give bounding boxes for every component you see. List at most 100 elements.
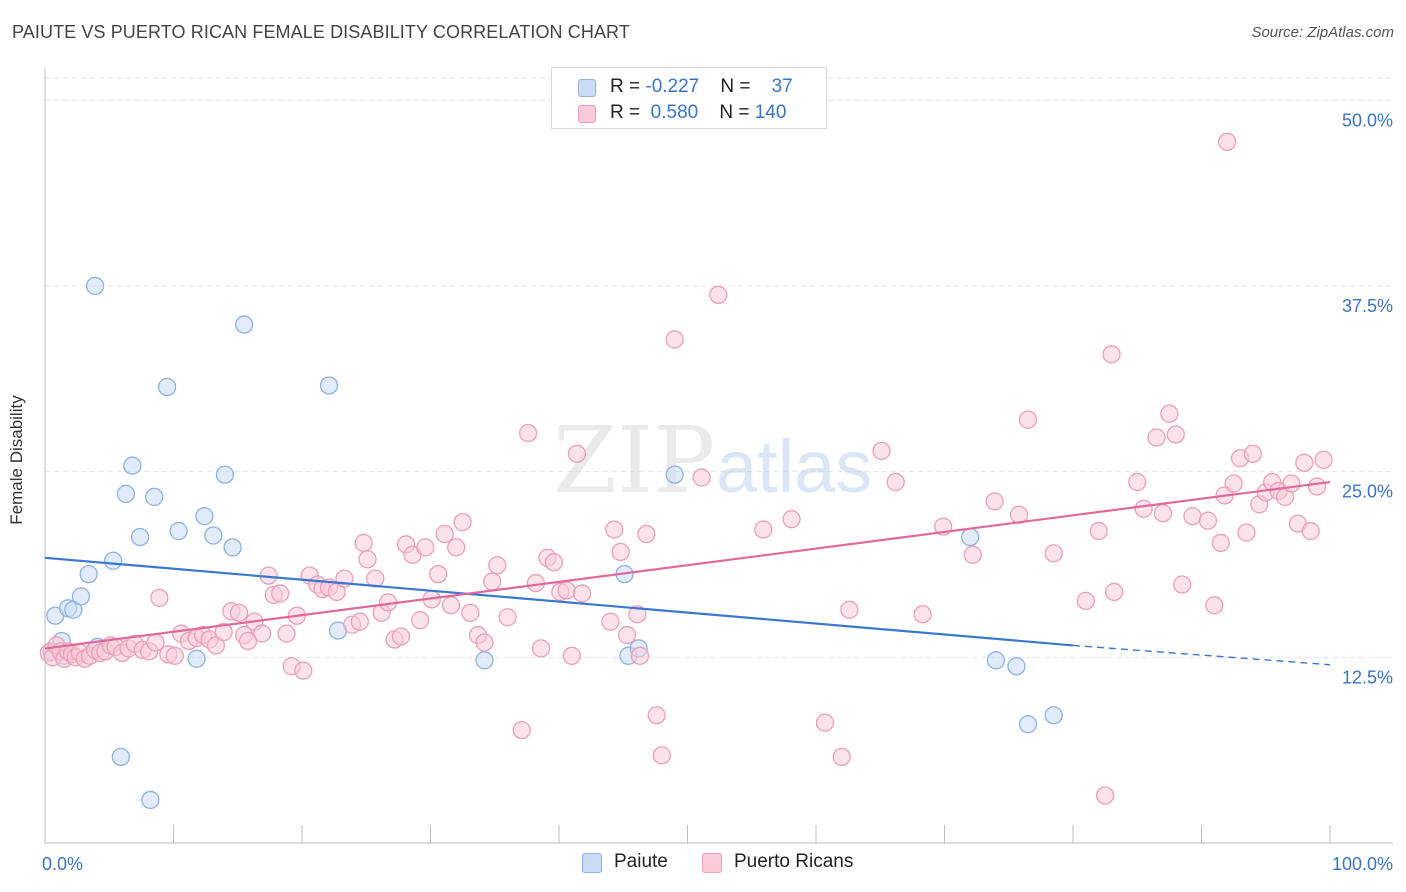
puerto-rican-point — [229, 603, 249, 622]
y-tick-label: 50.0% — [1342, 110, 1393, 130]
puerto-rican-point — [238, 631, 258, 651]
paiute-point — [169, 521, 188, 541]
paiute-points — [42, 276, 1063, 810]
puerto-rican-point — [637, 524, 656, 544]
puerto-rican-point — [1104, 582, 1124, 602]
puerto-rican-point — [886, 472, 905, 492]
paiute-point — [665, 465, 684, 484]
legend-swatch-paiute — [582, 853, 602, 873]
puerto-rican-point — [832, 747, 851, 766]
paiute-point — [1007, 657, 1026, 676]
puerto-rican-point — [354, 533, 373, 553]
y-tick-label: 25.0% — [1342, 482, 1393, 502]
puerto-rican-point — [1044, 544, 1063, 563]
paiute-trend-line — [44, 556, 1074, 647]
paiute-point — [1044, 706, 1063, 725]
puerto-rican-point — [1173, 575, 1192, 594]
puerto-rican-point — [214, 622, 233, 642]
puerto-rican-point — [985, 492, 1004, 511]
puerto-rican-point — [562, 646, 581, 665]
chart-title: PAIUTE VS PUERTO RICAN FEMALE DISABILITY… — [12, 22, 630, 42]
puerto-rican-point — [366, 569, 385, 588]
puerto-rican-point — [350, 612, 369, 631]
puerto-rican-point — [572, 584, 592, 603]
puerto-rican-point — [1102, 345, 1121, 364]
puerto-rican-point — [488, 556, 507, 575]
puerto-rican-point — [150, 588, 169, 608]
puerto-rican-point — [1205, 596, 1224, 615]
puerto-rican-point — [1218, 132, 1237, 152]
y-tick-label: 37.5% — [1342, 296, 1393, 316]
puerto-rican-point — [557, 581, 576, 600]
puerto-rican-point — [441, 596, 461, 615]
paiute-point — [319, 376, 339, 395]
grid-lines — [45, 77, 1393, 658]
x-tick-label: 100.0% — [1332, 854, 1393, 874]
puerto-rican-point — [1295, 453, 1314, 472]
puerto-rican-point — [512, 720, 531, 740]
puerto-rican-point — [1089, 521, 1108, 541]
paiute-point — [141, 790, 160, 810]
puerto-rican-point — [475, 633, 494, 652]
paiute-point — [1018, 715, 1038, 734]
puerto-rican-point — [277, 624, 296, 643]
puerto-rican-point — [567, 444, 587, 463]
puerto-rican-point — [358, 550, 377, 569]
legend-n-value: 140 — [754, 102, 787, 123]
puerto-rican-point — [1018, 410, 1038, 429]
puerto-rican-point — [754, 520, 773, 539]
legend-r-label: R = — [610, 102, 646, 123]
puerto-rican-point — [1183, 507, 1202, 526]
puerto-rican-point — [544, 553, 564, 572]
puerto-rican-point — [630, 646, 650, 665]
puerto-rican-point — [1166, 425, 1185, 444]
puerto-rican-point — [628, 605, 647, 624]
legend-n-label: N = — [720, 76, 756, 97]
puerto-rican-points — [39, 132, 1333, 805]
paiute-point — [71, 587, 91, 606]
puerto-rican-point — [165, 646, 184, 665]
puerto-rican-point — [1243, 444, 1263, 463]
puerto-rican-point — [692, 468, 711, 487]
puerto-rican-point — [531, 639, 551, 658]
puerto-rican-point — [435, 524, 454, 544]
legend-swatch-puerto-ricans — [578, 105, 596, 123]
puerto-rican-point — [1198, 511, 1218, 530]
correlation-legend: R = -0.227 N = 37 R = 0.580 N = 140 — [551, 67, 827, 129]
legend-r-value: 0.580 — [650, 102, 699, 123]
puerto-rican-point — [447, 538, 466, 557]
y-tick-label: 12.5% — [1342, 667, 1393, 687]
puerto-rican-point — [1076, 591, 1095, 611]
legend-label-paiute: Paiute — [614, 851, 668, 872]
tick-labels: 12.5% 25.0% 37.5% 50.0% 0.0% 100.0% — [42, 110, 1393, 874]
puerto-rican-point — [652, 746, 671, 765]
x-tick-label: 0.0% — [42, 854, 83, 874]
paiute-point — [103, 551, 123, 570]
puerto-rican-point — [1160, 404, 1179, 423]
paiute-point — [204, 526, 223, 545]
puerto-rican-point — [461, 603, 480, 622]
paiute-point — [475, 651, 494, 670]
puerto-rican-point — [913, 605, 932, 624]
puerto-rican-point — [1282, 474, 1301, 493]
puerto-rican-point — [498, 608, 517, 627]
puerto-rican-point — [815, 713, 835, 732]
puerto-rican-point — [782, 510, 801, 529]
trend-lines — [44, 480, 1331, 666]
paiute-point — [195, 507, 214, 526]
puerto-rican-point — [1301, 521, 1320, 541]
watermark: ZIP atlas — [553, 407, 872, 514]
puerto-rican-point — [1153, 504, 1173, 523]
puerto-rican-point — [1237, 523, 1256, 542]
legend-swatch-puerto-ricans — [702, 853, 722, 873]
puerto-rican-point — [872, 441, 891, 460]
puerto-rican-point — [453, 512, 472, 532]
paiute-point — [79, 564, 98, 584]
paiute-point — [85, 276, 105, 296]
puerto-rican-point — [1128, 472, 1147, 492]
paiute-point — [986, 651, 1006, 670]
puerto-rican-point — [1224, 474, 1243, 493]
puerto-rican-point — [1211, 533, 1230, 553]
puerto-rican-point — [271, 584, 290, 603]
